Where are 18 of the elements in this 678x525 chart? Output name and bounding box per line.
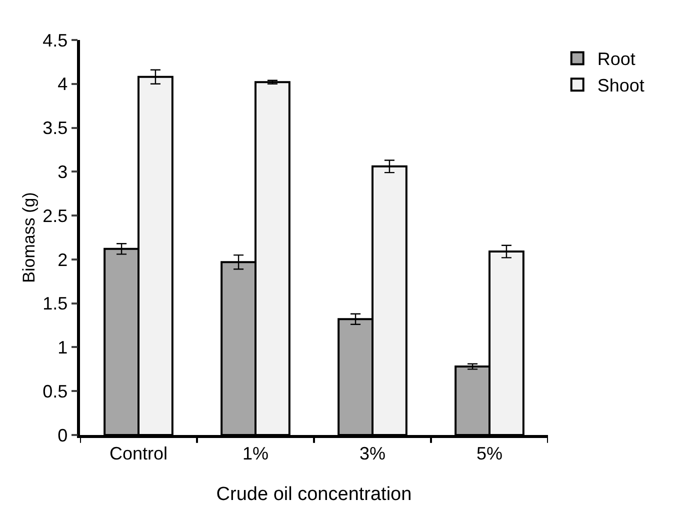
y-tick-label: 4 [58, 74, 68, 94]
y-tick-label: 4.5 [42, 30, 68, 50]
y-tick-label: 2 [58, 250, 68, 270]
y-tick-label: 3.5 [42, 118, 68, 138]
y-tick-label: 1 [58, 338, 68, 358]
y-tick-label: 0.5 [42, 381, 68, 402]
y-tick-label: 2.5 [42, 206, 68, 226]
y-tick-label: 3 [58, 162, 68, 182]
x-tick-label: 3% [359, 443, 386, 464]
legend-label: Root [597, 49, 636, 70]
x-tick-label: Control [109, 443, 168, 464]
y-tick-label: 1.5 [42, 294, 68, 314]
y-axis-title: Biomass (g) [20, 192, 38, 283]
x-axis-title: Crude oil concentration [216, 484, 412, 506]
x-tick-label: 5% [476, 443, 503, 464]
x-tick-label: 1% [242, 443, 269, 464]
y-tick-label: 0 [58, 425, 68, 446]
legend-label: Shoot [597, 76, 644, 96]
